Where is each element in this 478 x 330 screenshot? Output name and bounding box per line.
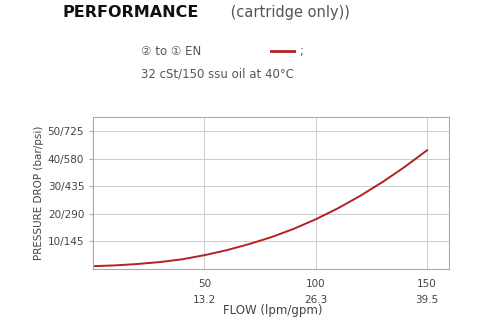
Text: ② to ① EN: ② to ① EN: [141, 45, 205, 57]
Text: ;: ;: [299, 45, 303, 57]
Text: 100: 100: [306, 279, 326, 289]
Text: (cartridge only)): (cartridge only)): [226, 5, 349, 20]
Text: 39.5: 39.5: [415, 295, 439, 305]
Text: 26.3: 26.3: [304, 295, 327, 305]
Text: PERFORMANCE: PERFORMANCE: [62, 5, 198, 20]
Text: 32 cSt/150 ssu oil at 40°C: 32 cSt/150 ssu oil at 40°C: [141, 68, 294, 81]
Text: 150: 150: [417, 279, 437, 289]
Y-axis label: PRESSURE DROP (bar/psi): PRESSURE DROP (bar/psi): [33, 126, 43, 260]
Text: 50: 50: [198, 279, 211, 289]
Text: 13.2: 13.2: [193, 295, 216, 305]
Text: FLOW (lpm/gpm): FLOW (lpm/gpm): [223, 304, 322, 317]
